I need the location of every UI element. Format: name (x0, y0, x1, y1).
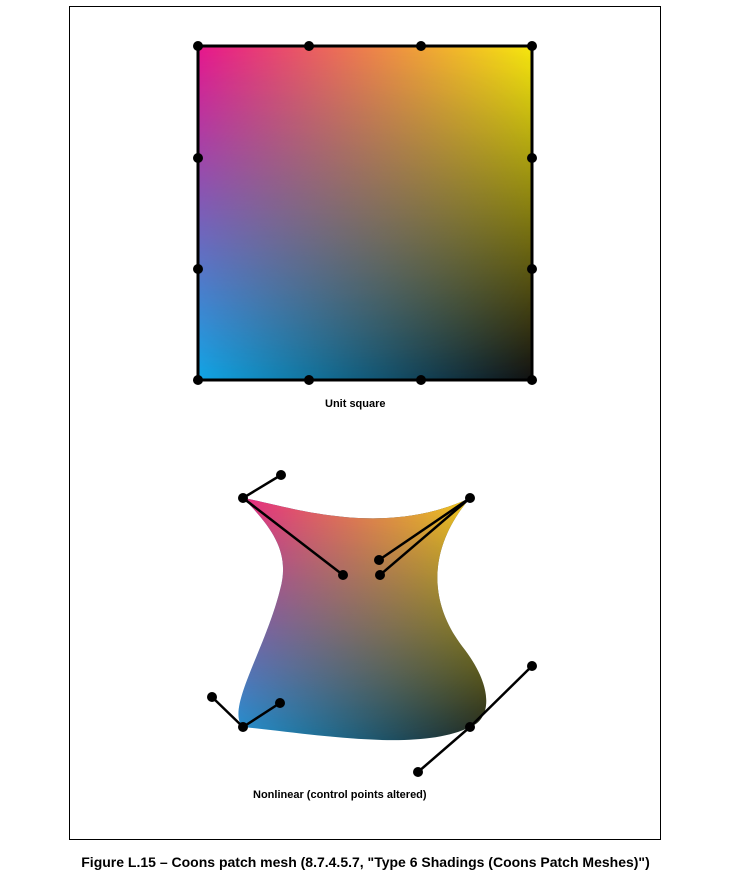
control-point (465, 493, 475, 503)
control-point (374, 555, 384, 565)
control-point (416, 375, 426, 385)
unit-square-control-points (193, 41, 537, 385)
control-point (193, 153, 203, 163)
control-point (304, 41, 314, 51)
control-point (275, 698, 285, 708)
nonlinear-label: Nonlinear (control points altered) (253, 789, 427, 801)
control-point (465, 722, 475, 732)
control-point (375, 570, 385, 580)
figure-caption: Figure L.15 – Coons patch mesh (8.7.4.5.… (81, 854, 650, 870)
control-point (238, 493, 248, 503)
control-point (416, 41, 426, 51)
control-point (238, 722, 248, 732)
control-point (527, 41, 537, 51)
unit-square-label: Unit square (325, 398, 386, 410)
control-point (193, 375, 203, 385)
unit-square-patch (198, 46, 532, 380)
control-point (193, 264, 203, 274)
control-point (527, 661, 537, 671)
nonlinear-control-points (207, 470, 537, 777)
control-point (338, 570, 348, 580)
control-point (207, 692, 217, 702)
control-point (527, 153, 537, 163)
control-point (193, 41, 203, 51)
control-point (276, 470, 286, 480)
control-point (413, 767, 423, 777)
control-point (527, 375, 537, 385)
control-point (304, 375, 314, 385)
control-point (527, 264, 537, 274)
nonlinear-control-handles (211, 473, 533, 773)
